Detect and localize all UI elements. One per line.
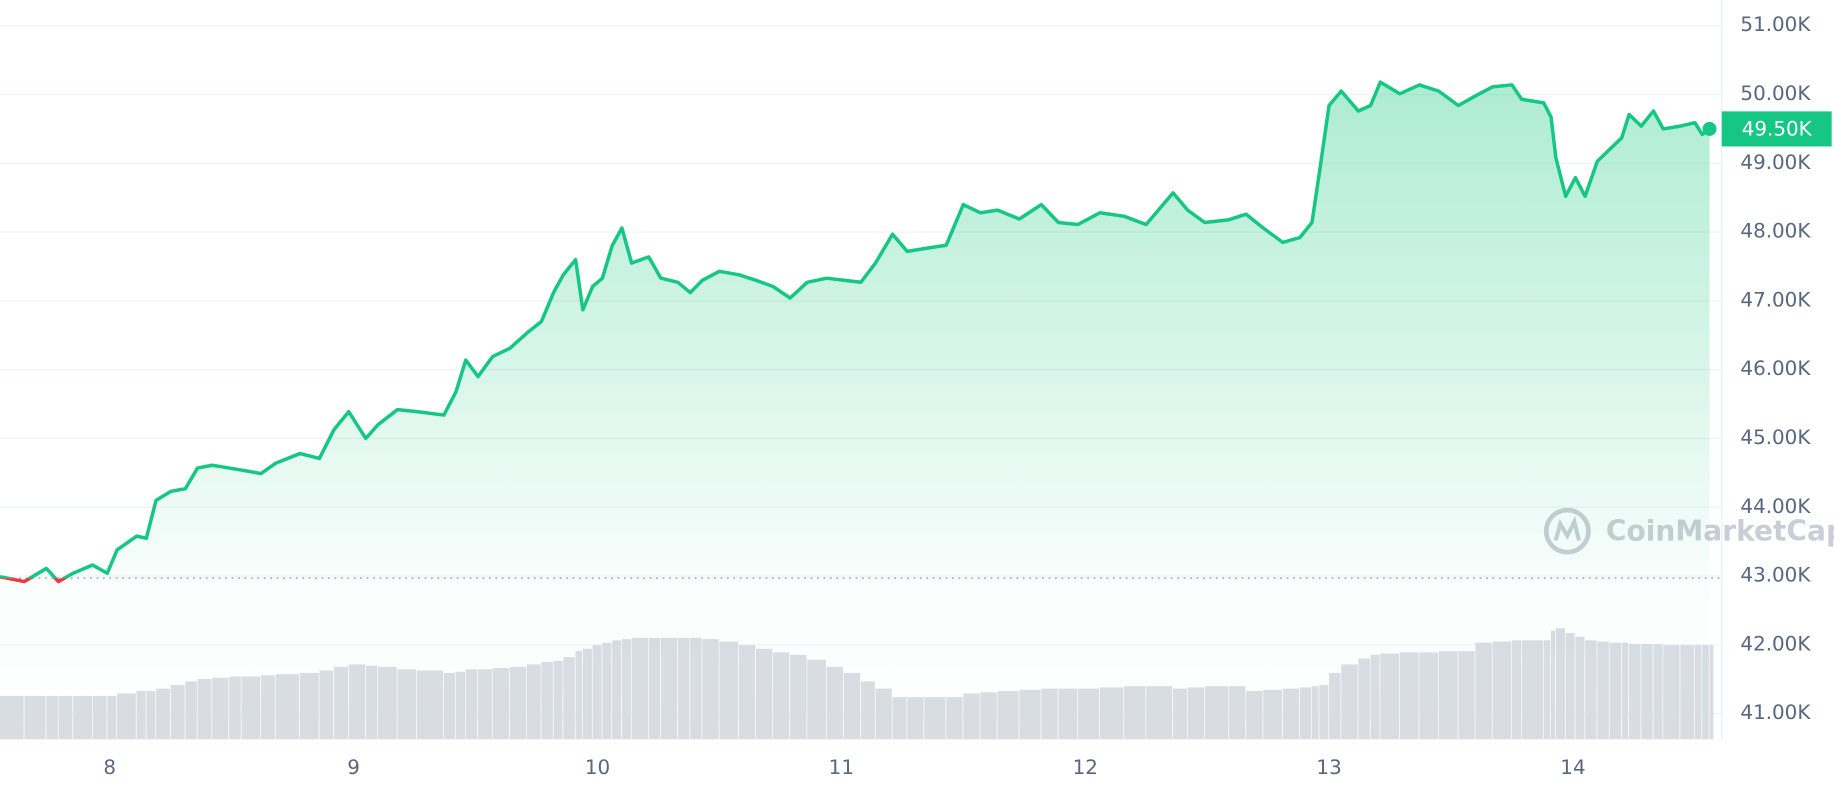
x-tick-label: 13: [1316, 756, 1341, 779]
last-price-tag: [1721, 111, 1832, 147]
last-price-label: 49.50K: [1742, 118, 1813, 141]
price-line: [0, 80, 1711, 579]
price-area: [0, 82, 1710, 740]
y-tick-label: 50.00K: [1740, 82, 1811, 105]
y-tick-label: 51.00K: [1740, 13, 1811, 36]
x-tick-label: 9: [347, 756, 360, 779]
y-tick-label: 41.00K: [1740, 701, 1811, 724]
y-tick-label: 43.00K: [1740, 564, 1811, 587]
volume-bar: [1709, 645, 1714, 740]
x-tick-label: 8: [103, 756, 116, 779]
last-price-dot: [1702, 121, 1717, 136]
y-tick-label: 42.00K: [1740, 632, 1811, 655]
y-tick-label: 47.00K: [1740, 288, 1811, 311]
x-tick-label: 12: [1073, 756, 1098, 779]
x-tick-label: 10: [585, 756, 610, 779]
x-tick-label: 11: [829, 756, 854, 779]
y-tick-label: 48.00K: [1740, 220, 1811, 243]
y-tick-label: 46.00K: [1740, 357, 1811, 380]
y-tick-label: 44.00K: [1740, 495, 1811, 518]
y-tick-label: 45.00K: [1740, 426, 1811, 449]
y-tick-label: 49.00K: [1740, 151, 1811, 174]
x-tick-label: 14: [1560, 756, 1585, 779]
